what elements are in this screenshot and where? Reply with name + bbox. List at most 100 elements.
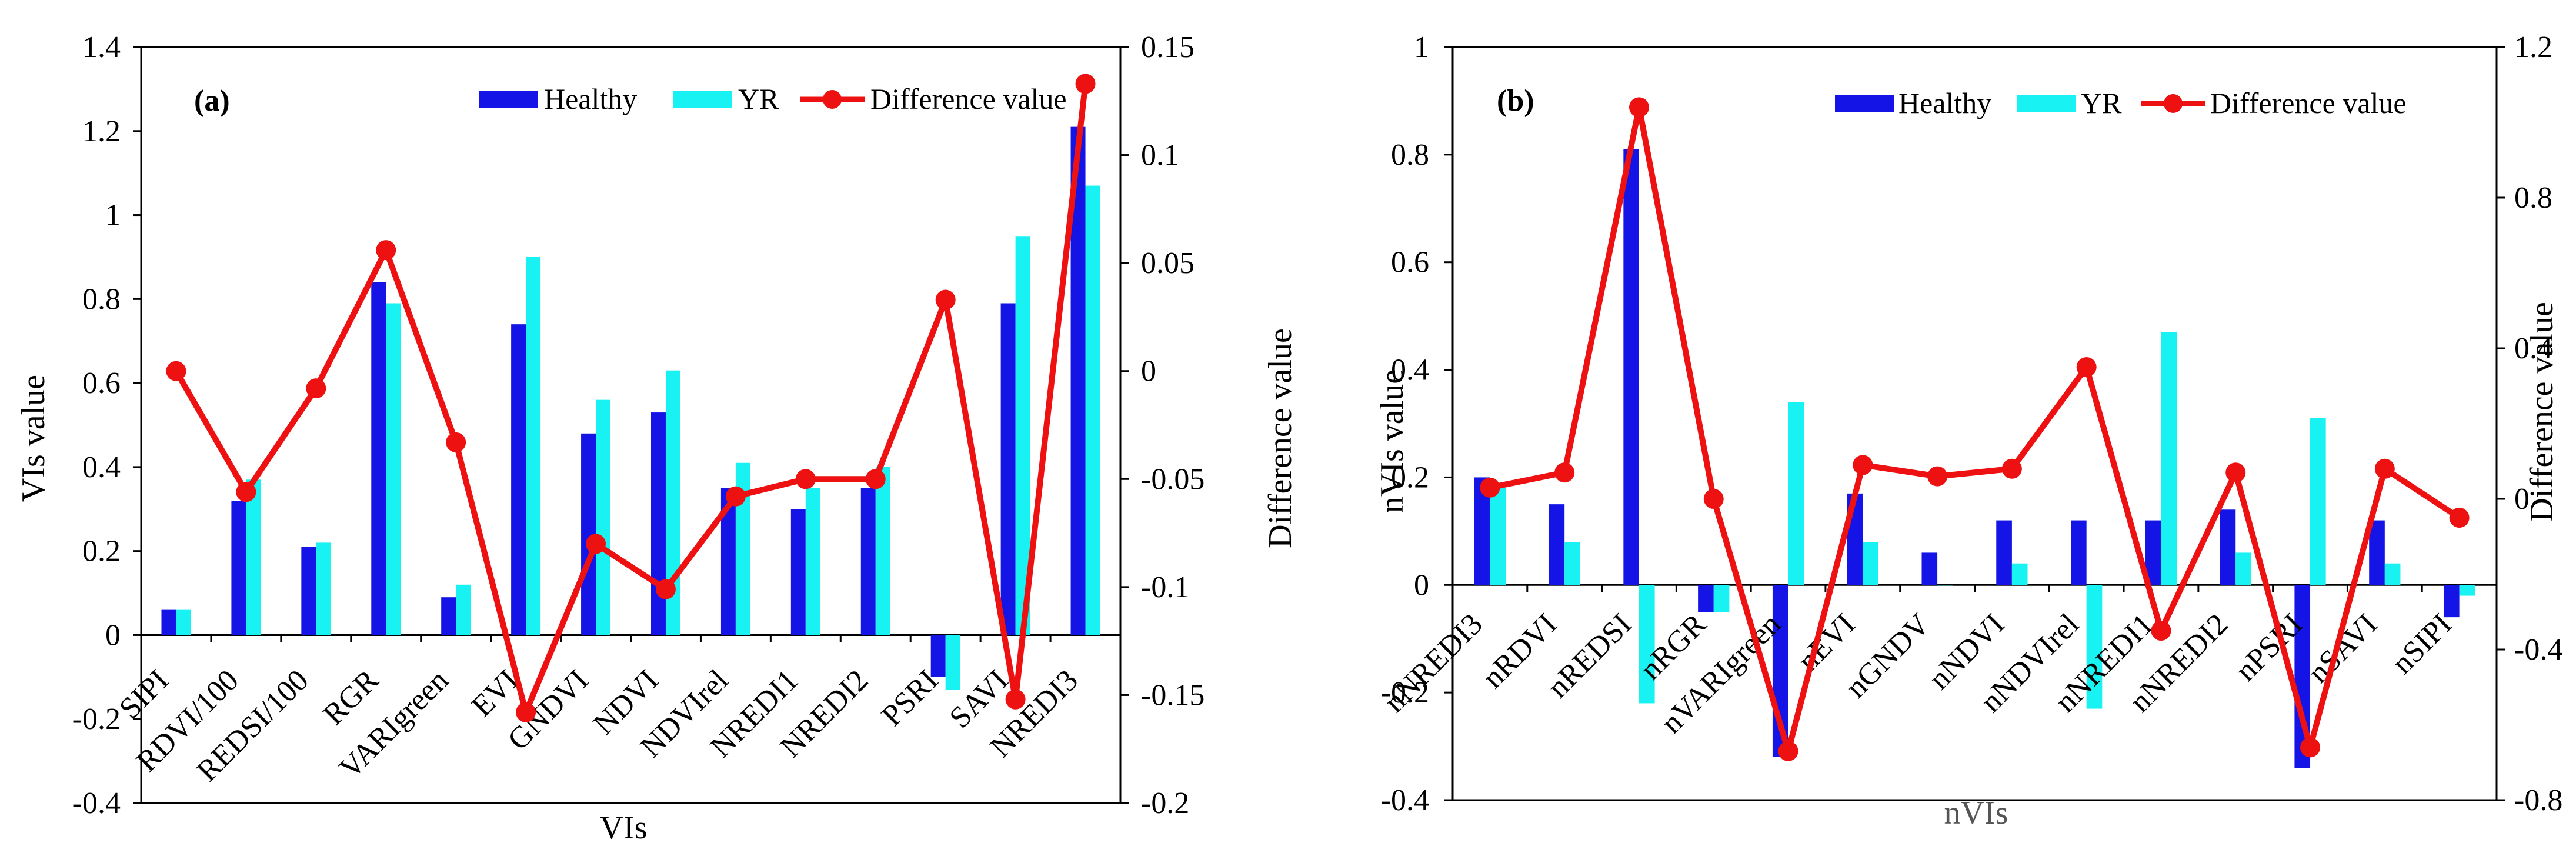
chart-panel-a: -0.4 -0.2 0 0.2 0.4 0.6 0.8 1 1.2 1.4 -0.2 -0.15 -0.…	[72, 31, 1205, 820]
y-tick-label-a: 0	[105, 618, 121, 652]
bar-yr-nRGR	[1713, 585, 1730, 612]
legend-b-yr-swatch	[2017, 95, 2076, 112]
difference-point-NREDI3	[1075, 74, 1096, 94]
bar-yr-NREDI2	[875, 467, 890, 635]
difference-point-nNREDI3	[1480, 477, 1500, 498]
bar-yr-nNREDI3	[1490, 488, 1506, 585]
y2-tick-label-b: 1.2	[2514, 31, 2552, 64]
difference-point-nEVI	[1853, 455, 1873, 475]
bar-healthy-NDVI	[650, 412, 666, 635]
panel-b-y2-axis-title: Difference value	[2524, 302, 2560, 522]
y-tick-label-a: 0.6	[82, 367, 121, 400]
bar-healthy-RGR	[371, 282, 386, 635]
bar-yr-EVI	[526, 257, 541, 635]
bar-healthy-nGNDV	[1921, 552, 1938, 585]
legend-b-healthy-swatch	[1835, 95, 1894, 112]
panel-a-y-axis-title: VIs value	[15, 375, 52, 502]
y2-tick-label-a: 0	[1141, 355, 1156, 388]
y2-tick-label-a: -0.2	[1141, 787, 1189, 820]
bar-yr-RDVI/100	[246, 479, 261, 635]
difference-point-VARIgreen	[446, 432, 466, 452]
y-tick-label-a: -0.2	[72, 702, 121, 736]
y-tick-label-b: 0	[1414, 568, 1429, 602]
difference-point-nRDVI	[1554, 462, 1575, 483]
difference-point-REDSI/100	[306, 378, 326, 399]
legend-a-difference-marker	[823, 90, 842, 109]
bar-yr-nNREDI2	[2235, 552, 2251, 585]
legend-a-yr-swatch	[673, 91, 732, 108]
y-tick-label-b: 0.8	[1391, 138, 1429, 172]
difference-point-nNREDI2	[2225, 462, 2246, 483]
bar-healthy-PSRI	[930, 635, 946, 677]
y-tick-label-a: 0.2	[82, 535, 121, 568]
legend-b-healthy-label: Healthy	[1898, 86, 1991, 119]
legend-a-healthy-label: Healthy	[544, 82, 637, 115]
difference-point-PSRI	[935, 289, 956, 310]
difference-point-EVI	[516, 702, 536, 722]
panel-b-label: (b)	[1497, 84, 1534, 118]
y-tick-label-b: 1	[1414, 31, 1429, 64]
y-tick-label-a: -0.4	[72, 787, 121, 820]
difference-point-nPSRI	[2300, 737, 2321, 758]
y2-tick-label-b: 0.8	[2514, 181, 2552, 215]
bar-healthy-nSIPI	[2443, 585, 2460, 618]
difference-point-nSAVI	[2374, 458, 2395, 479]
difference-point-RDVI/100	[236, 482, 256, 502]
difference-point-nNDVIrel	[2076, 357, 2097, 377]
difference-point-NDVIrel	[725, 486, 746, 507]
bar-yr-REDSI/100	[316, 542, 331, 635]
bar-healthy-nRDVI	[1549, 504, 1565, 585]
difference-point-nGNDV	[1927, 466, 1948, 487]
bar-yr-NREDI1	[805, 488, 820, 635]
bar-healthy-NREDI2	[860, 488, 876, 635]
bar-yr-nNREDI1	[2161, 332, 2177, 585]
y-tick-label-b: -0.4	[1381, 784, 1429, 817]
legend-a-yr-label: YR	[738, 82, 779, 115]
bar-healthy-nREDSI	[1623, 149, 1639, 585]
panel-b-legend: Healthy YR Difference value	[1835, 86, 2407, 119]
bar-healthy-EVI	[511, 324, 526, 635]
difference-point-NREDI1	[795, 469, 816, 489]
y2-tick-label-a: 0.15	[1141, 31, 1194, 64]
bar-yr-NREDI3	[1085, 185, 1100, 635]
y-tick-label-b: 0.2	[1391, 461, 1429, 494]
y2-tick-label-a: 0.05	[1141, 247, 1194, 280]
difference-point-SAVI	[1005, 689, 1026, 710]
y2-tick-label-b: 0	[2514, 482, 2530, 516]
bar-yr-GNDVI	[596, 399, 611, 635]
bar-yr-nSAVI	[2384, 563, 2401, 585]
y-tick-label-b: 0.6	[1391, 246, 1429, 279]
legend-b-difference-label: Difference value	[2210, 86, 2407, 119]
difference-point-GNDVI	[586, 534, 606, 554]
panel-b-x-axis-title: nVIs	[1944, 795, 2008, 831]
y-tick-label-b: -0.2	[1381, 676, 1429, 710]
difference-line-a	[173, 83, 1089, 715]
bar-healthy-nSAVI	[2369, 520, 2385, 585]
y2-tick-label-a: -0.05	[1141, 462, 1204, 496]
plot-frame-b	[1451, 46, 2498, 801]
difference-point-NREDI2	[865, 469, 886, 489]
difference-point-nNDVI	[2001, 458, 2022, 479]
panel-a-y2-axis-title: Difference value	[1262, 328, 1299, 548]
difference-point-nSIPI	[2449, 508, 2470, 528]
bar-yr-PSRI	[945, 635, 960, 690]
bar-yr-nNDVI	[2011, 563, 2028, 585]
y-tick-label-a: 1.4	[82, 31, 121, 64]
bar-yr-nRDVI	[1564, 542, 1580, 585]
bar-healthy-NREDI1	[790, 509, 806, 635]
difference-point-RGR	[376, 240, 396, 261]
difference-point-nRGR	[1703, 489, 1724, 509]
y-tick-label-a: 1.2	[82, 115, 121, 148]
y-tick-label-b: 0.4	[1391, 354, 1429, 387]
y2-tick-label-a: -0.15	[1141, 678, 1204, 712]
panel-a-x-axis-title: VIs	[600, 810, 648, 846]
bar-yr-nVARIgreen	[1788, 402, 1804, 585]
bar-healthy-nNREDI2	[2220, 509, 2236, 585]
difference-point-nVARIgreen	[1778, 741, 1798, 761]
legend-b-difference-marker	[2164, 94, 2183, 113]
y2-tick-label-b: 0.4	[2514, 332, 2552, 365]
y2-tick-label-a: 0.1	[1141, 139, 1179, 172]
bar-yr-VARIgreen	[456, 584, 471, 635]
bar-healthy-nRGR	[1698, 585, 1714, 612]
